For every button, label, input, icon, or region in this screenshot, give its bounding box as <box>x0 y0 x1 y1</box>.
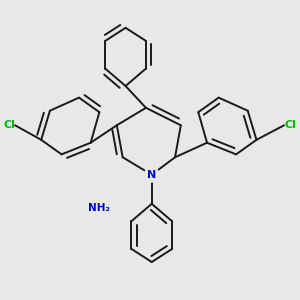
Text: NH₂: NH₂ <box>88 203 110 213</box>
Circle shape <box>145 167 159 182</box>
Text: Cl: Cl <box>284 120 296 130</box>
Text: N: N <box>147 170 156 180</box>
Text: Cl: Cl <box>3 120 15 130</box>
